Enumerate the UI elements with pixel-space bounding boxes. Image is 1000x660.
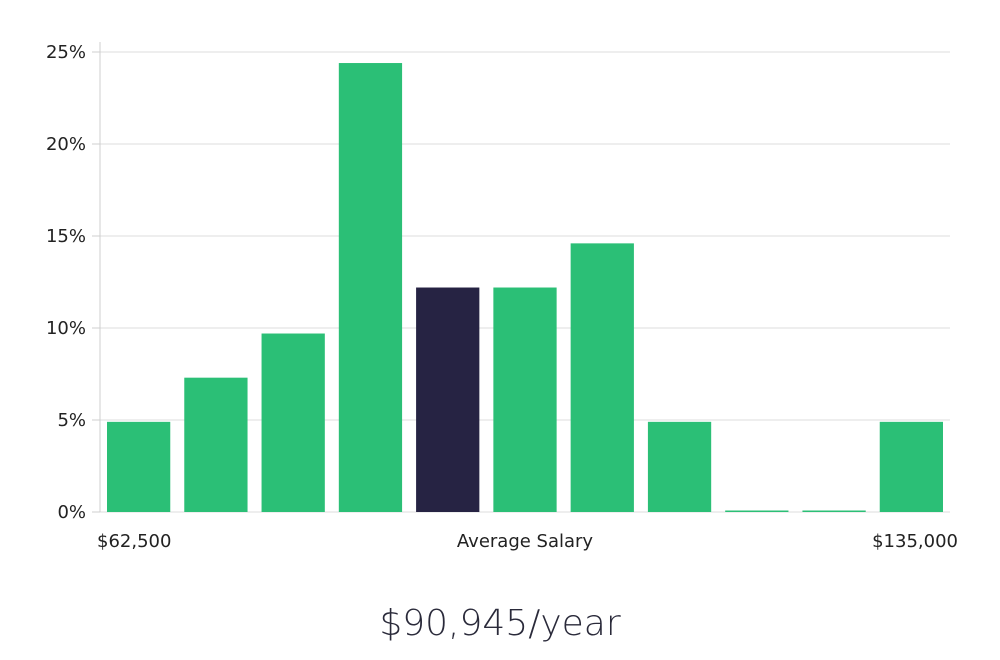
x-axis-title: Average Salary: [457, 531, 594, 552]
axes: 0% 5% 10% 15% 20% 25%: [46, 42, 101, 523]
histogram-bar[interactable]: [261, 333, 325, 512]
y-tick-label: 15%: [46, 226, 86, 247]
histogram-bar[interactable]: [647, 421, 712, 512]
histogram-bar[interactable]: [338, 63, 403, 512]
histogram-bar[interactable]: [107, 421, 171, 512]
y-tick-label: 20%: [46, 134, 86, 155]
average-salary-bar[interactable]: [416, 287, 480, 512]
histogram-bar[interactable]: [879, 421, 943, 512]
salary-histogram: 0%5%10%15%20%25% $62,500 Average Salary …: [46, 42, 958, 552]
histogram-bars: [107, 63, 943, 513]
y-tick-label: 0%: [57, 502, 86, 523]
histogram-bar[interactable]: [802, 510, 866, 513]
average-salary-headline: $90,945/year: [379, 603, 621, 644]
x-axis-max-label: $135,000: [872, 531, 958, 552]
y-tick-label: 10%: [46, 318, 86, 339]
histogram-bar[interactable]: [493, 287, 557, 512]
histogram-bar[interactable]: [184, 377, 248, 512]
y-tick-label: 5%: [57, 410, 86, 431]
histogram-bar[interactable]: [725, 510, 789, 513]
histogram-bar[interactable]: [570, 243, 634, 513]
x-axis-min-label: $62,500: [97, 531, 171, 552]
y-tick-label: 25%: [46, 42, 86, 63]
